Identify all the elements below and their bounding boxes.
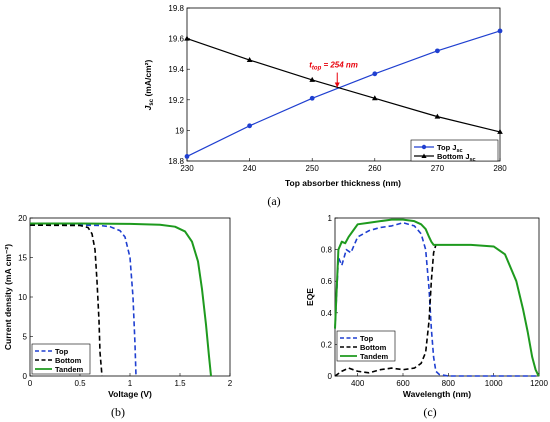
x-tick-label: 270 bbox=[431, 164, 445, 173]
legend-label-bottom-a-main: Bottom J bbox=[437, 152, 470, 161]
x-tick-label: 1 bbox=[128, 379, 133, 388]
legend-label-top-c: Top bbox=[360, 334, 374, 343]
y-tick-label: 0 bbox=[23, 372, 28, 381]
data-point-top-j-sc bbox=[247, 123, 253, 129]
series-a bbox=[184, 28, 503, 159]
chart-a: 18.8 19 19.2 19.4 19.6 19.8 230 240 250 260 270 28… bbox=[143, 4, 507, 208]
data-point-top-j-sc bbox=[184, 154, 190, 159]
y-tick-label: 19 bbox=[175, 126, 184, 135]
y-tick-label: 19.6 bbox=[168, 35, 184, 44]
series-line-tandem bbox=[334, 218, 540, 377]
chart-b: 0 5 10 15 20 0 0.5 1 1.5 2 Voltage (V) Current d… bbox=[3, 214, 233, 419]
series-b bbox=[29, 222, 212, 377]
legend-label-bottom-b: Bottom bbox=[55, 356, 82, 365]
y-ticks-c: 0 0.2 0.4 0.6 0.8 1 bbox=[321, 214, 338, 381]
y-axis-label-c: EQE bbox=[305, 288, 315, 306]
series-line-top bbox=[30, 224, 137, 377]
y-axis-label-a-sub: sc bbox=[149, 98, 155, 105]
y-axis-label-a-main: J bbox=[143, 105, 153, 110]
x-tick-label: 240 bbox=[243, 164, 257, 173]
y-ticks-b: 0 5 10 15 20 bbox=[18, 214, 33, 381]
series-line-bottom bbox=[29, 224, 103, 377]
annotation-label-rest: = 254 nm bbox=[321, 61, 358, 70]
legend-label-top-a-sub: sc bbox=[456, 148, 462, 154]
x-axis-label-b: Voltage (V) bbox=[108, 389, 152, 399]
y-tick-label: 10 bbox=[18, 293, 27, 302]
y-axis-label-b: Current density (mA cm⁻²) bbox=[3, 244, 13, 350]
x-tick-label: 400 bbox=[351, 379, 365, 388]
x-axis-label-a: Top absorber thickness (nm) bbox=[285, 178, 401, 188]
data-point-top-j-sc bbox=[372, 71, 378, 77]
chart-c: 0 0.2 0.4 0.6 0.8 1 400 600 800 1000 1200 Wavelen… bbox=[305, 214, 548, 419]
legend-label-tandem-c: Tandem bbox=[360, 352, 389, 361]
x-tick-label: 2 bbox=[228, 379, 233, 388]
y-tick-label: 19.2 bbox=[168, 96, 184, 105]
series-line-tandem bbox=[30, 222, 212, 377]
series-line-bottom-j-sc bbox=[186, 38, 501, 133]
x-axis-label-c: Wavelength (nm) bbox=[403, 389, 471, 399]
x-tick-label: 230 bbox=[180, 164, 194, 173]
y-tick-label: 5 bbox=[23, 333, 28, 342]
x-tick-label: 1000 bbox=[485, 379, 503, 388]
y-tick-label: 19.8 bbox=[168, 4, 184, 13]
data-point-bottom-j-sc bbox=[434, 113, 441, 119]
x-ticks-b: 0 0.5 1 1.5 2 bbox=[28, 373, 233, 388]
legend-label-top-a: Top Jsc bbox=[437, 143, 463, 154]
x-tick-label: 1200 bbox=[530, 379, 548, 388]
x-tick-label: 280 bbox=[493, 164, 507, 173]
x-tick-label: 1.5 bbox=[174, 379, 186, 388]
annotation-label-sub: top bbox=[312, 66, 322, 72]
legend-a: Top Jsc Bottom Jsc bbox=[410, 139, 499, 163]
legend-label-bottom-a-sub: sc bbox=[470, 157, 476, 163]
data-point-bottom-j-sc bbox=[497, 128, 503, 134]
legend-label-top-a-main: Top J bbox=[437, 143, 456, 152]
plot-area-a bbox=[186, 7, 501, 162]
annotation-label-main: t bbox=[309, 61, 312, 70]
series-line-top bbox=[334, 221, 539, 377]
panel-label-b: (b) bbox=[111, 405, 125, 419]
panel-label-a: (a) bbox=[267, 194, 280, 208]
data-point-bottom-j-sc bbox=[184, 35, 190, 41]
y-axis-label-a: Jsc (mA/cm²) bbox=[143, 60, 155, 111]
series-c bbox=[334, 218, 540, 377]
y-tick-label: 0.2 bbox=[321, 340, 333, 349]
y-tick-label: 18.8 bbox=[168, 157, 184, 166]
legend-marker-bottom-a bbox=[421, 153, 427, 158]
legend-label-top-b: Top bbox=[55, 347, 69, 356]
data-point-top-j-sc bbox=[309, 95, 315, 101]
x-tick-label: 0 bbox=[28, 379, 33, 388]
y-tick-label: 0.8 bbox=[321, 246, 333, 255]
annotation-a: ttop = 254 nm bbox=[309, 61, 358, 88]
annotation-label: ttop = 254 nm bbox=[309, 61, 358, 72]
series-line-bottom bbox=[334, 244, 437, 377]
data-point-top-j-sc bbox=[435, 48, 440, 54]
x-tick-label: 800 bbox=[442, 379, 456, 388]
y-tick-label: 0.4 bbox=[321, 309, 333, 318]
y-tick-label: 15 bbox=[18, 254, 27, 263]
y-tick-label: 1 bbox=[328, 214, 333, 223]
legend-label-bottom-c: Bottom bbox=[360, 343, 387, 352]
data-point-bottom-j-sc bbox=[246, 57, 253, 63]
x-tick-label: 250 bbox=[306, 164, 320, 173]
legend-marker-top-a bbox=[421, 144, 427, 150]
panel-label-c: (c) bbox=[423, 405, 436, 419]
legend-label-bottom-a: Bottom Jsc bbox=[437, 152, 476, 163]
x-tick-label: 260 bbox=[368, 164, 382, 173]
y-tick-label: 19.4 bbox=[168, 65, 184, 74]
data-point-bottom-j-sc bbox=[309, 76, 315, 82]
x-tick-label: 0.5 bbox=[74, 379, 86, 388]
y-tick-label: 0.6 bbox=[321, 277, 333, 286]
data-point-bottom-j-sc bbox=[372, 95, 378, 101]
annotation-arrow-head bbox=[334, 82, 340, 88]
y-tick-label: 0 bbox=[328, 372, 333, 381]
series-line-top-j-sc bbox=[186, 30, 501, 157]
y-tick-label: 20 bbox=[18, 214, 27, 223]
data-point-top-j-sc bbox=[497, 28, 503, 34]
y-axis-label-a-unit: (mA/cm²) bbox=[143, 60, 153, 99]
legend-label-tandem-b: Tandem bbox=[55, 365, 84, 374]
x-tick-label: 600 bbox=[396, 379, 410, 388]
legend-c: Top Bottom Tandem bbox=[336, 330, 396, 362]
legend-b: Top Bottom Tandem bbox=[31, 343, 91, 375]
